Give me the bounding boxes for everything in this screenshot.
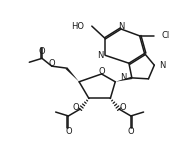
Text: N: N bbox=[159, 61, 166, 70]
Text: O: O bbox=[120, 103, 126, 112]
Text: O: O bbox=[128, 127, 134, 136]
Text: N: N bbox=[118, 22, 124, 31]
Text: HO: HO bbox=[71, 22, 84, 31]
Text: O: O bbox=[98, 67, 105, 76]
Text: O: O bbox=[65, 127, 72, 136]
Text: O: O bbox=[39, 47, 45, 56]
Polygon shape bbox=[115, 77, 132, 82]
Text: O: O bbox=[48, 59, 55, 68]
Polygon shape bbox=[65, 67, 79, 82]
Text: N: N bbox=[121, 73, 127, 82]
Text: O: O bbox=[73, 103, 80, 112]
Text: Cl: Cl bbox=[161, 31, 169, 40]
Text: N: N bbox=[97, 51, 104, 60]
